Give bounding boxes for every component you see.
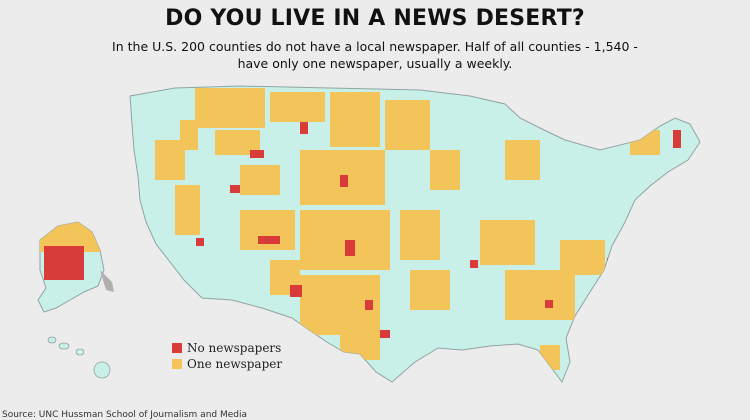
county-region [330,92,380,147]
county-region [560,240,605,275]
hawaii-island [75,348,85,356]
one-newspaper-counties [155,88,660,370]
county-region [340,175,348,187]
county-region [365,300,373,310]
county-region [290,285,302,297]
hawaii-island [58,342,70,350]
legend-item-no-newspapers: No newspapers [172,340,282,356]
county-region [505,270,575,320]
contiguous-us [129,85,701,384]
county-region [430,150,460,190]
hawaii-island [47,336,57,344]
county-region [385,100,430,150]
county-region [410,270,450,310]
county-region [607,258,614,270]
county-region [195,88,265,128]
subtitle-line-2: have only one newspaper, usually a weekl… [237,56,513,71]
map-subtitle: In the U.S. 200 counties do not have a l… [100,38,650,72]
county-region [380,330,390,338]
county-region [270,92,325,122]
legend-item-one-newspaper: One newspaper [172,356,282,372]
legend-swatch-yellow [172,359,182,369]
county-region [250,150,264,158]
subtitle-line-1: In the U.S. 200 counties do not have a l… [112,39,638,54]
county-region [505,140,540,180]
county-region [258,236,280,244]
county-region [240,165,280,195]
county-region [300,122,308,134]
county-region [673,130,681,148]
us-county-map [37,85,701,384]
alaska [37,221,114,313]
hawaii [47,336,111,379]
county-region [470,260,478,268]
legend-swatch-red [172,343,182,353]
alaska-panhandle [100,270,114,292]
hawaii-island [93,361,111,379]
map-legend: No newspapers One newspaper [172,340,282,372]
county-region [196,238,204,246]
map-title: DO YOU LIVE IN A NEWS DESERT? [165,6,585,31]
county-region [340,320,380,360]
county-region [630,130,660,155]
county-region [345,240,355,256]
alaska-no-newspaper [44,246,84,280]
source-note: Source: UNC Hussman School of Journalism… [2,410,248,420]
county-region [230,185,240,193]
county-region [175,185,200,235]
county-region [400,210,440,260]
county-region [545,300,553,308]
legend-label: One newspaper [187,357,283,371]
legend-label: No newspapers [187,341,282,355]
county-region [480,220,535,265]
county-region [180,120,198,150]
